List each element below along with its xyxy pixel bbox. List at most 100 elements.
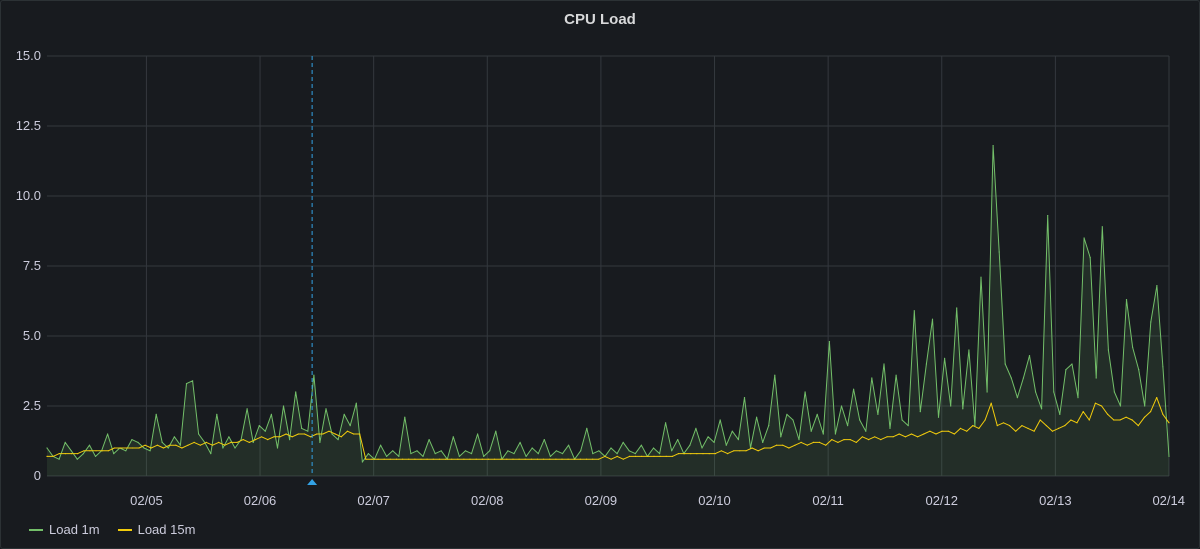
data-point-load-15m — [1064, 425, 1066, 427]
data-point-load-1m — [592, 453, 594, 455]
x-tick-label: 02/08 — [471, 493, 504, 508]
data-point-load-15m — [806, 444, 808, 446]
data-point-load-1m — [774, 374, 776, 376]
data-point-load-15m — [929, 430, 931, 432]
data-point-load-1m — [477, 433, 479, 435]
data-point-load-1m — [440, 450, 442, 452]
data-point-load-15m — [144, 444, 146, 446]
data-point-load-15m — [702, 453, 704, 455]
data-point-load-15m — [947, 430, 949, 432]
data-point-load-15m — [855, 441, 857, 443]
data-point-load-1m — [725, 444, 727, 446]
x-tick-label: 02/09 — [585, 493, 618, 508]
data-point-load-15m — [469, 458, 471, 460]
data-point-load-15m — [120, 447, 122, 449]
data-point-load-1m — [1162, 366, 1164, 368]
data-point-load-1m — [1035, 391, 1037, 393]
data-point-load-1m — [586, 427, 588, 429]
data-point-load-1m — [380, 444, 382, 446]
data-point-load-15m — [892, 436, 894, 438]
data-point-load-15m — [518, 458, 520, 460]
data-point-load-15m — [432, 458, 434, 460]
data-point-load-15m — [1143, 416, 1146, 418]
data-point-load-1m — [531, 447, 533, 449]
data-point-load-15m — [322, 433, 324, 435]
data-point-load-1m — [1119, 405, 1122, 407]
data-point-load-15m — [199, 444, 201, 446]
data-point-load-1m — [816, 413, 818, 415]
data-point-load-1m — [883, 363, 885, 365]
data-point-load-15m — [169, 444, 171, 446]
data-point-load-15m — [1094, 402, 1096, 404]
data-point-load-1m — [422, 455, 424, 457]
data-point-load-1m — [871, 377, 873, 379]
data-point-load-1m — [1113, 391, 1115, 393]
data-point-load-15m — [500, 458, 502, 460]
data-point-load-1m — [1144, 405, 1146, 407]
x-tick-label: 02/14 — [1152, 493, 1185, 508]
data-point-load-1m — [853, 388, 855, 390]
data-point-load-15m — [107, 450, 109, 452]
data-point-load-1m — [598, 450, 600, 452]
data-point-load-15m — [953, 433, 956, 435]
data-point-load-15m — [751, 447, 753, 449]
data-point-load-15m — [261, 436, 263, 438]
data-point-load-15m — [1045, 425, 1047, 427]
data-point-load-1m — [216, 413, 218, 415]
data-point-load-15m — [316, 433, 318, 435]
data-point-load-15m — [334, 433, 336, 435]
data-point-load-15m — [328, 430, 330, 432]
data-point-load-15m — [714, 453, 716, 455]
data-point-load-15m — [95, 450, 97, 452]
data-point-load-15m — [420, 458, 422, 460]
data-point-load-1m — [410, 453, 412, 455]
legend-item-load-15m[interactable]: Load 15m — [117, 522, 195, 537]
data-point-load-1m — [640, 444, 643, 446]
data-point-load-1m — [780, 436, 782, 438]
data-point-load-1m — [992, 145, 994, 147]
data-point-load-15m — [1150, 411, 1152, 413]
data-point-load-1m — [695, 427, 697, 429]
data-point-load-15m — [825, 444, 827, 446]
data-point-load-15m — [193, 441, 195, 443]
data-point-load-1m — [543, 439, 545, 441]
data-point-load-15m — [175, 444, 177, 446]
data-point-load-15m — [291, 436, 293, 438]
data-point-load-15m — [181, 447, 183, 449]
data-point-load-1m — [464, 450, 467, 452]
data-point-load-1m — [707, 436, 709, 438]
data-point-load-15m — [77, 453, 79, 455]
data-point-load-1m — [713, 441, 715, 443]
data-point-load-15m — [720, 450, 723, 452]
data-point-load-1m — [1071, 363, 1073, 365]
series-area-load-1m — [47, 145, 1169, 476]
data-point-load-15m — [1119, 419, 1121, 421]
data-point-load-15m — [622, 458, 624, 460]
data-point-load-1m — [986, 391, 988, 393]
data-point-load-1m — [610, 447, 612, 449]
legend-swatch-load-1m — [29, 528, 43, 531]
data-point-load-1m — [386, 455, 388, 457]
data-point-load-15m — [530, 458, 533, 460]
data-point-load-1m — [919, 411, 921, 413]
data-point-load-15m — [610, 458, 612, 460]
data-point-load-1m — [143, 447, 145, 449]
data-point-load-15m — [132, 447, 134, 449]
data-point-load-15m — [340, 436, 342, 438]
data-point-load-1m — [179, 444, 181, 446]
data-point-load-15m — [579, 458, 582, 460]
data-point-load-1m — [731, 430, 733, 432]
data-point-load-15m — [1051, 430, 1054, 432]
data-point-load-1m — [313, 374, 315, 376]
y-tick-label: 10.0 — [16, 188, 41, 203]
data-point-load-1m — [1022, 377, 1024, 379]
data-point-load-15m — [236, 441, 238, 443]
data-point-load-15m — [113, 447, 115, 449]
data-point-load-1m — [968, 349, 970, 351]
legend-item-load-1m[interactable]: Load 1m — [29, 522, 100, 537]
data-point-load-1m — [1107, 349, 1109, 351]
axis-labels: 0 2.5 5.0 7.5 10.0 12.5 15.0 02/05 02/06 02/07 02/… — [16, 48, 1185, 508]
data-point-load-1m — [64, 441, 66, 443]
data-point-load-15m — [1107, 413, 1109, 415]
